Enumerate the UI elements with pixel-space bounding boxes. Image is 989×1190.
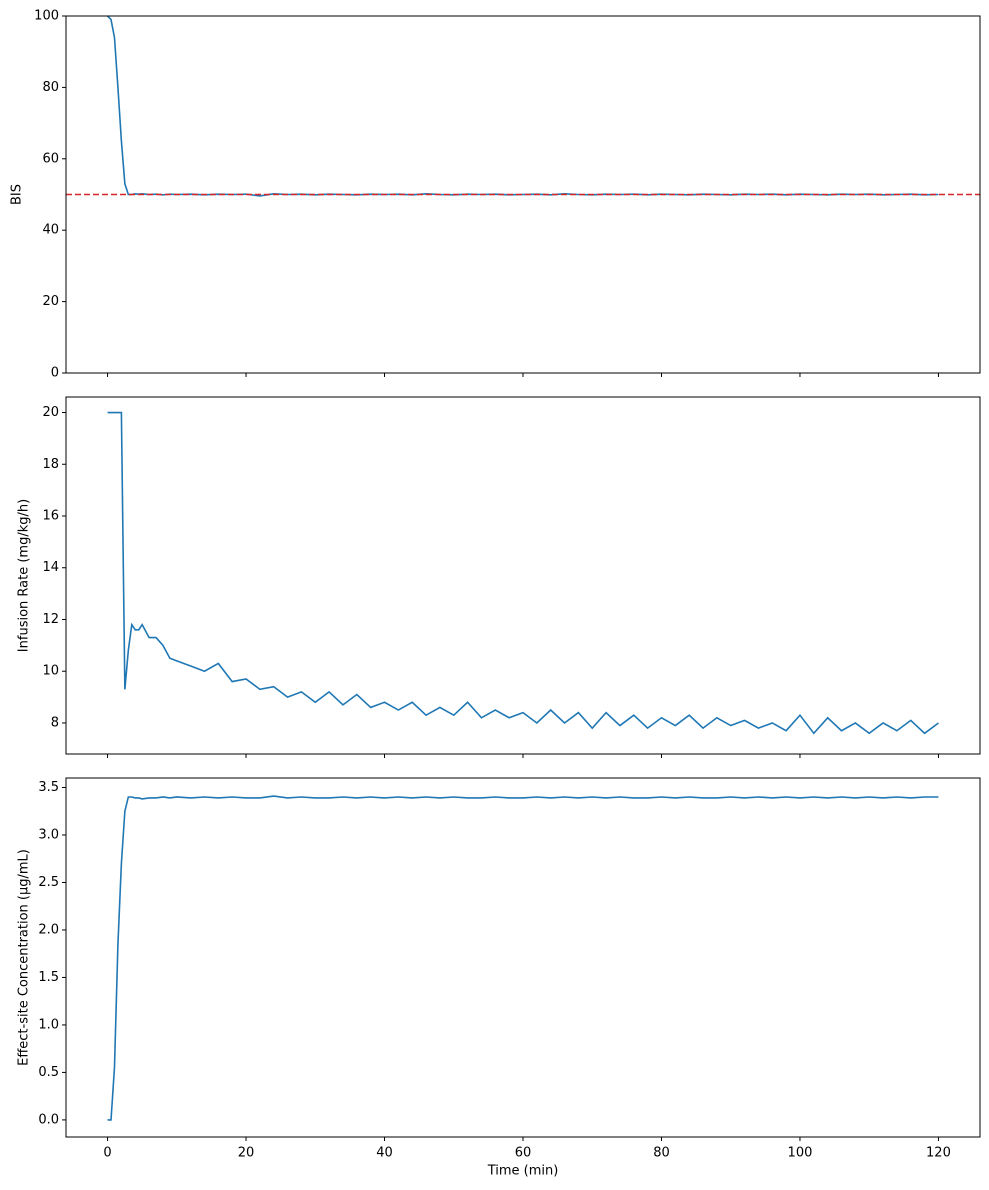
x-tick-label: 20 bbox=[238, 1146, 255, 1161]
axes-frame bbox=[65, 396, 981, 755]
x-tick-label: 80 bbox=[653, 1146, 670, 1161]
x-tick-label: 0 bbox=[103, 1146, 111, 1161]
y-tick-label: 1.5 bbox=[38, 970, 59, 985]
line-series bbox=[107, 795, 939, 1121]
y-tick-label: 10 bbox=[42, 664, 59, 679]
y-tick-label: 2.5 bbox=[38, 875, 59, 890]
x-axis-label: Time (min) bbox=[487, 1164, 559, 1179]
y-tick-label: 20 bbox=[42, 294, 59, 309]
y-tick-label: 2.0 bbox=[38, 922, 59, 937]
y-tick-label: 0 bbox=[51, 366, 59, 381]
y-tick-label: 40 bbox=[42, 223, 59, 238]
line-series bbox=[106, 16, 939, 197]
y-tick-label: 3.5 bbox=[38, 780, 59, 795]
y-tick-label: 14 bbox=[42, 560, 59, 575]
x-tick-label: 120 bbox=[926, 1146, 951, 1161]
y-tick-label: 18 bbox=[42, 457, 59, 472]
x-tick-label: 40 bbox=[376, 1146, 393, 1161]
y-tick-label: 60 bbox=[42, 151, 59, 166]
y-axis-label: Infusion Rate (mg/kg/h) bbox=[17, 499, 32, 652]
y-tick-label: 1.0 bbox=[38, 1017, 59, 1032]
x-tick-label: 100 bbox=[788, 1146, 813, 1161]
y-tick-label: 0.5 bbox=[38, 1065, 59, 1080]
y-axis-label: BIS bbox=[10, 184, 25, 205]
y-tick-label: 0.0 bbox=[38, 1112, 59, 1127]
y-axis-label: Effect-site Concentration (µg/mL) bbox=[17, 849, 32, 1066]
y-tick-label: 20 bbox=[42, 405, 59, 420]
y-tick-label: 100 bbox=[34, 9, 59, 24]
axes-frame bbox=[65, 15, 981, 374]
line-series bbox=[107, 411, 939, 735]
x-tick-label: 60 bbox=[515, 1146, 532, 1161]
axes-frame bbox=[65, 777, 981, 1138]
y-tick-label: 12 bbox=[42, 612, 59, 627]
y-tick-label: 8 bbox=[51, 715, 59, 730]
y-tick-label: 80 bbox=[42, 80, 59, 95]
y-tick-label: 16 bbox=[42, 509, 59, 524]
y-tick-label: 3.0 bbox=[38, 827, 59, 842]
